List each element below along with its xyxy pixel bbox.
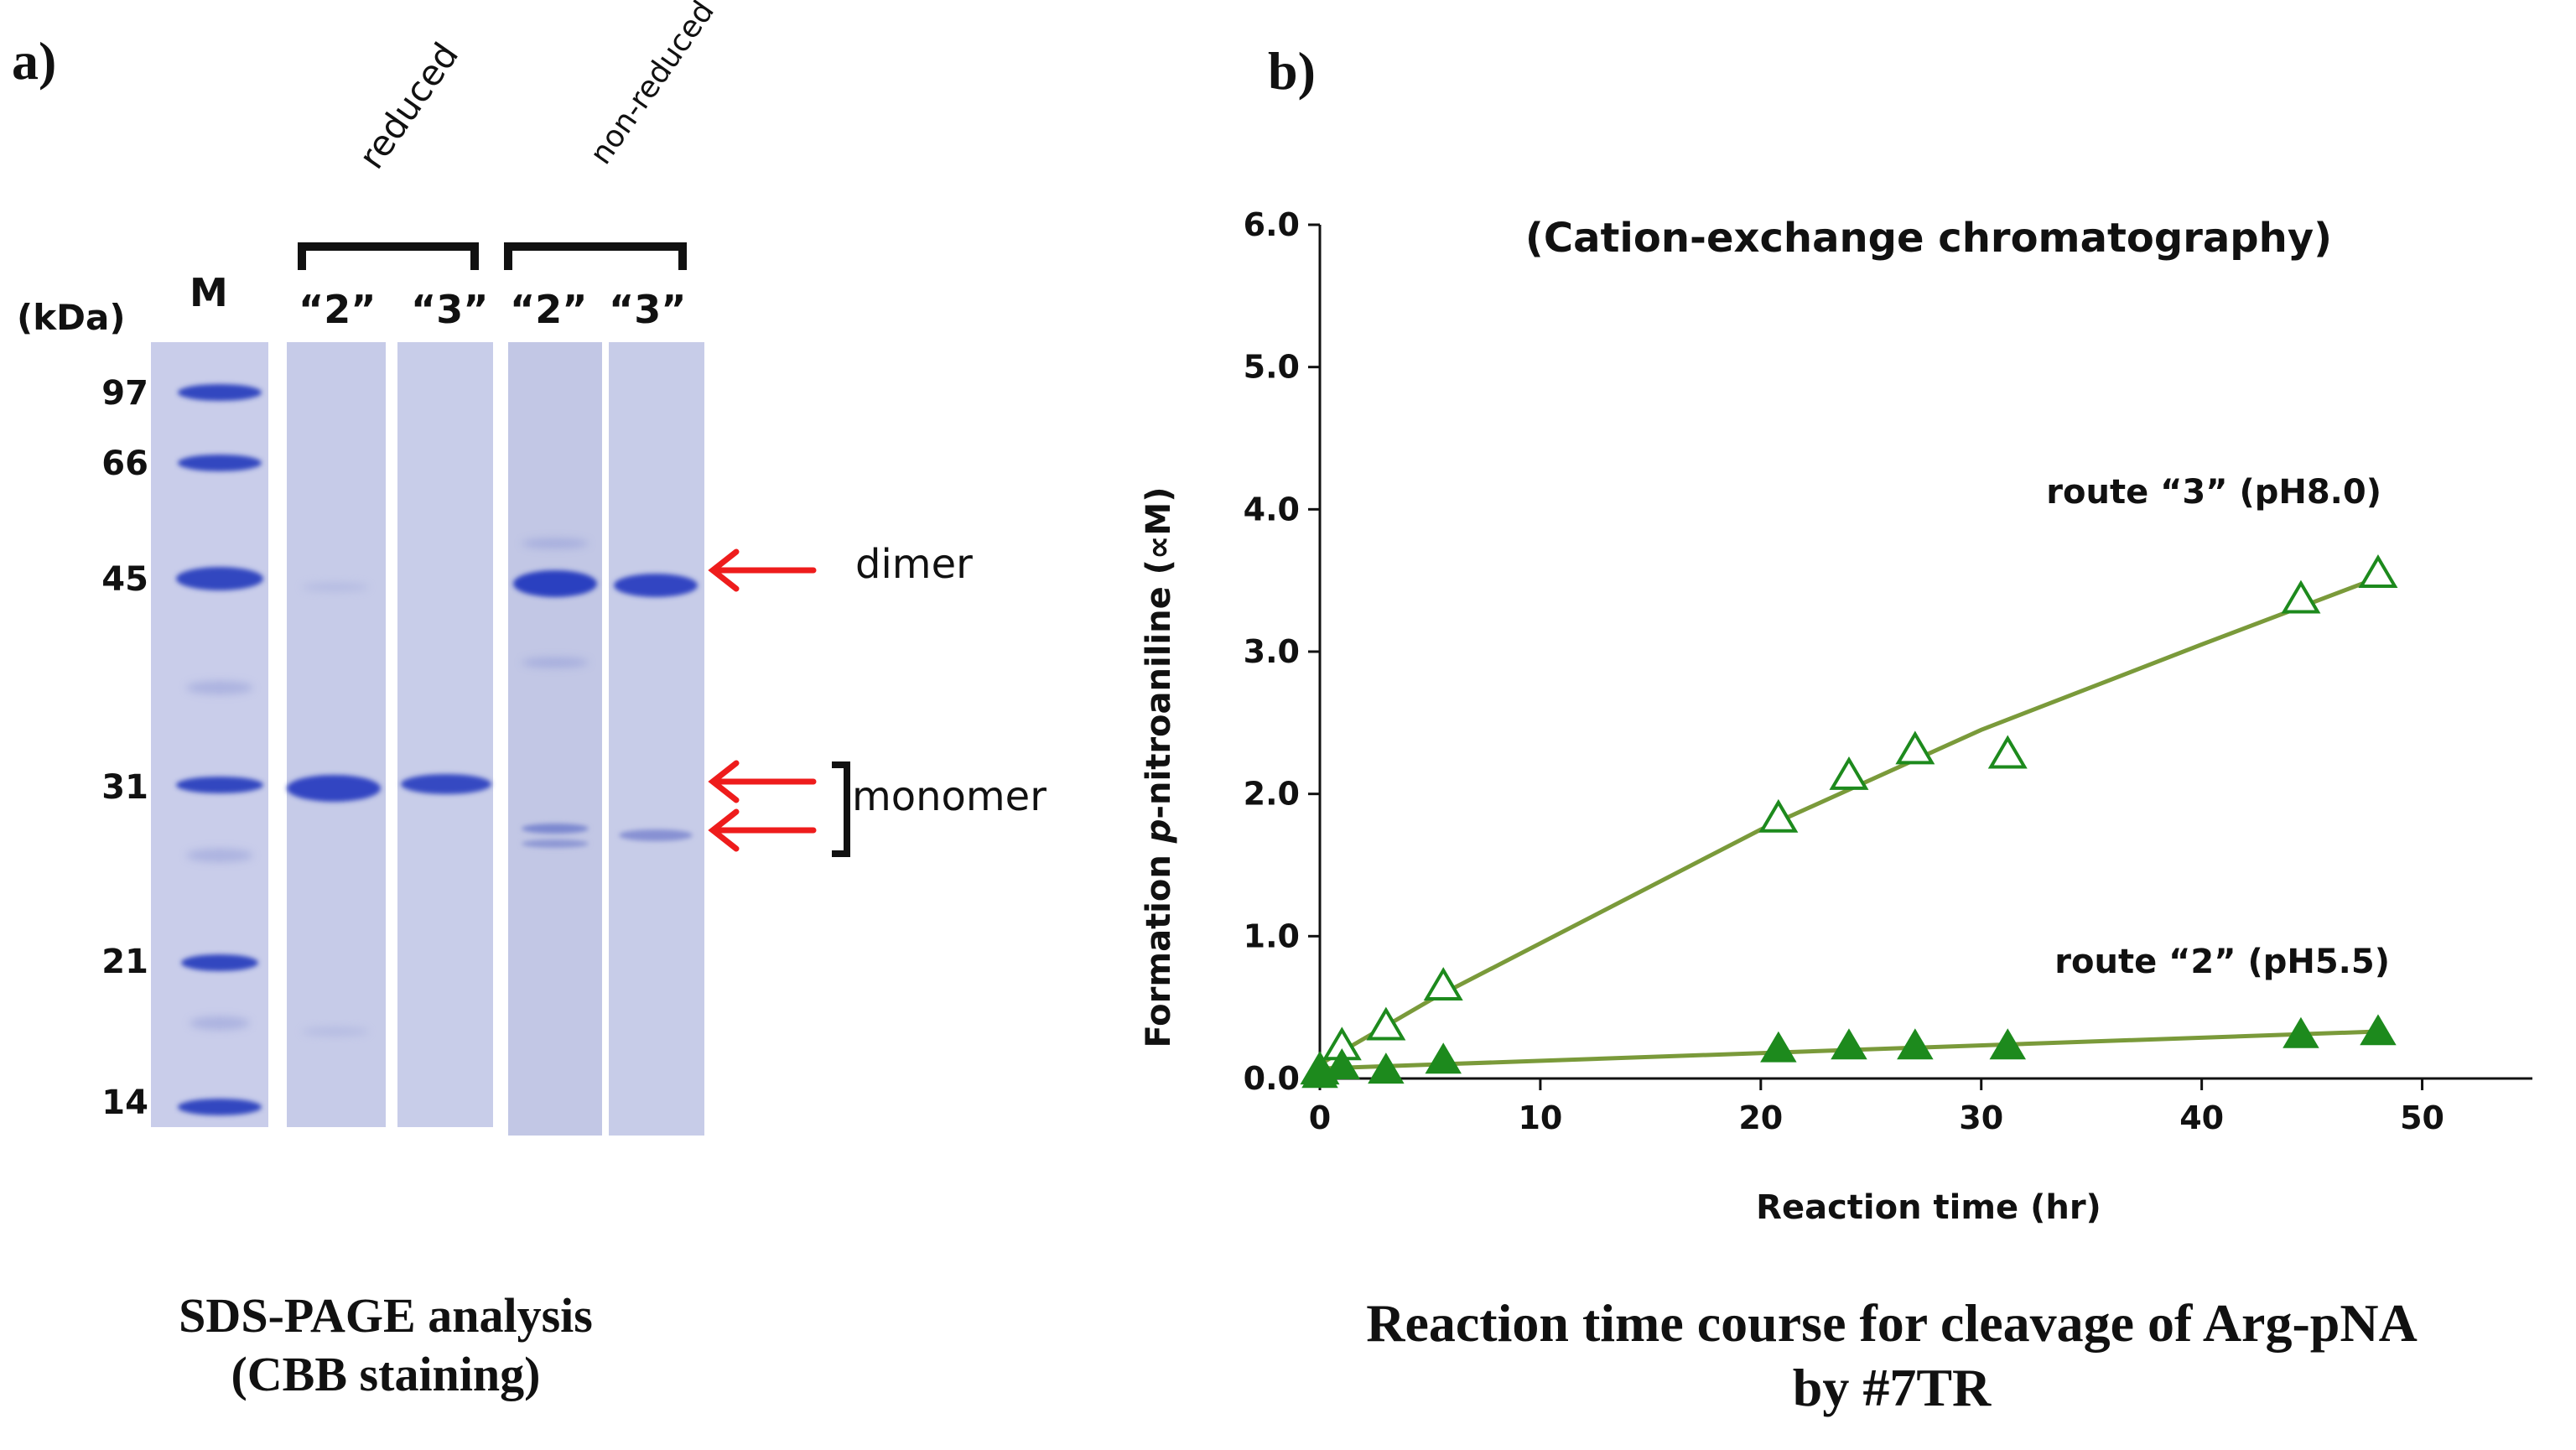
group-brackets: [298, 242, 687, 270]
panel-a-caption: SDS-PAGE analysis (CBB staining): [50, 1286, 721, 1403]
route-2-data-point: [1897, 1028, 1934, 1060]
series-label-route-3: route “3” (pH8.0): [2046, 473, 2381, 512]
y-tick-label: 2.0: [1244, 776, 1300, 813]
x-tick-labels: 0 10 20 30 40 50: [1309, 1099, 2444, 1136]
x-tick-label: 40: [2179, 1099, 2224, 1136]
x-tick-label: 30: [1959, 1099, 2003, 1136]
route-2-data-point: [2283, 1016, 2319, 1048]
route-3-data-point: [2281, 579, 2321, 614]
panel-b-caption-line1: Reaction time course for cleavage of Arg…: [1366, 1293, 2418, 1353]
gel-lane-reduced-3: [397, 342, 493, 1127]
panel-b-caption: Reaction time course for cleavage of Arg…: [1208, 1291, 2576, 1421]
chart-axes: [1308, 223, 2532, 1090]
marker-band-31: [176, 777, 263, 793]
route-2-data-point: [1989, 1028, 2027, 1060]
panel-b-label: b): [1268, 41, 1316, 101]
panel-b-caption-line2: by #7TR: [1792, 1357, 1992, 1417]
band-nonreduced-2-dimer: [513, 570, 597, 597]
route-2-data-point: [1831, 1028, 1867, 1060]
route-3-data-point: [1758, 798, 1799, 833]
monomer-arrow-lower: [708, 808, 817, 852]
route-3-data-point: [1366, 1006, 1406, 1041]
route-2-data-point: [2360, 1014, 2397, 1046]
dimer-label: dimer: [855, 541, 973, 588]
y-tick-label: 5.0: [1244, 349, 1300, 386]
data-points: [1300, 554, 2398, 1089]
gel-lane-marker: [151, 342, 268, 1127]
y-tick-label: 4.0: [1244, 491, 1300, 528]
y-tick-labels: 0.0 1.0 2.0 3.0 4.0 5.0 6.0: [1244, 206, 1300, 1097]
x-axis-label: Reaction time (hr): [1756, 1188, 2101, 1227]
marker-band-21: [181, 954, 258, 971]
x-tick-label: 50: [2400, 1099, 2444, 1136]
band-reduced-2-monomer: [287, 775, 381, 802]
bracket-reduced: [298, 242, 479, 270]
y-tick-label: 1.0: [1244, 917, 1300, 954]
monomer-label: monomer: [852, 773, 1046, 820]
gel-lane-nonreduced-3: [609, 342, 704, 1136]
band-arrows: [708, 548, 850, 857]
marker-band-14: [178, 1099, 262, 1115]
band-reduced-3-monomer: [401, 774, 491, 794]
x-tick-label: 10: [1518, 1099, 1562, 1136]
gel-image: [151, 342, 704, 1136]
route-2-data-point: [1368, 1052, 1405, 1084]
marker-band-97: [178, 384, 262, 401]
panel-a-label: a): [12, 31, 57, 91]
gel-lane-reduced-2: [287, 342, 386, 1127]
route-3-data-point: [1987, 735, 2028, 769]
x-tick-label: 20: [1738, 1099, 1783, 1136]
x-tick-label: 0: [1309, 1099, 1331, 1136]
panel-a-caption-line1: SDS-PAGE analysis: [179, 1288, 593, 1343]
panel-a-caption-line2: (CBB staining): [231, 1346, 541, 1401]
monomer-arrow-upper: [708, 760, 817, 803]
lane-label-reduced-3: “3”: [411, 287, 489, 332]
y-tick-label: 3.0: [1244, 633, 1300, 670]
route-3-data-point: [1829, 756, 1869, 790]
group-label-reduced: reduced: [351, 34, 467, 177]
route-3-data-point: [1423, 967, 1463, 1001]
reaction-time-chart: 0.0 1.0 2.0 3.0 4.0 5.0 6.0 0 10 20 30 40 50 (Catio…: [1140, 206, 2532, 1227]
kda-unit: (kDa): [17, 297, 126, 338]
lane-label-reduced-2: “2”: [299, 287, 377, 332]
band-nonreduced-3-dimer: [614, 574, 698, 597]
y-tick-label: 6.0: [1244, 206, 1300, 243]
trend-lines: [1318, 575, 2379, 1071]
y-tick-label: 0.0: [1244, 1060, 1300, 1097]
bracket-non-reduced: [504, 242, 687, 270]
gel-lane-nonreduced-2: [508, 342, 602, 1136]
marker-band-45: [176, 567, 263, 590]
trend-line-route-3: [1318, 575, 2379, 1067]
band-nonreduced-3-monomer: [619, 829, 693, 841]
group-label-non-reduced: non-reduced: [584, 0, 721, 171]
route-2-data-point: [1425, 1042, 1462, 1074]
band-nonreduced-2-monomer: [522, 824, 589, 834]
chart-title: (Cation-exchange chromatography): [1525, 215, 2332, 262]
marker-band-66: [178, 455, 262, 471]
route-2-data-point: [1323, 1048, 1361, 1080]
marker-bands: [176, 384, 263, 1115]
series-label-route-2: route “2” (pH5.5): [2054, 943, 2390, 981]
route-3-data-point: [2358, 554, 2398, 588]
dimer-arrow: [708, 548, 817, 592]
y-axis-label: Formation p-nitroaniline (∝M): [1140, 486, 1178, 1047]
route-3-data-point: [1895, 730, 1935, 765]
monomer-bracket: [832, 761, 850, 857]
lane-label-nonreduced-3: “3”: [609, 287, 687, 332]
marker-lane-label: M: [190, 270, 228, 315]
lane-label-nonreduced-2: “2”: [510, 287, 588, 332]
route-2-data-point: [1760, 1031, 1797, 1063]
